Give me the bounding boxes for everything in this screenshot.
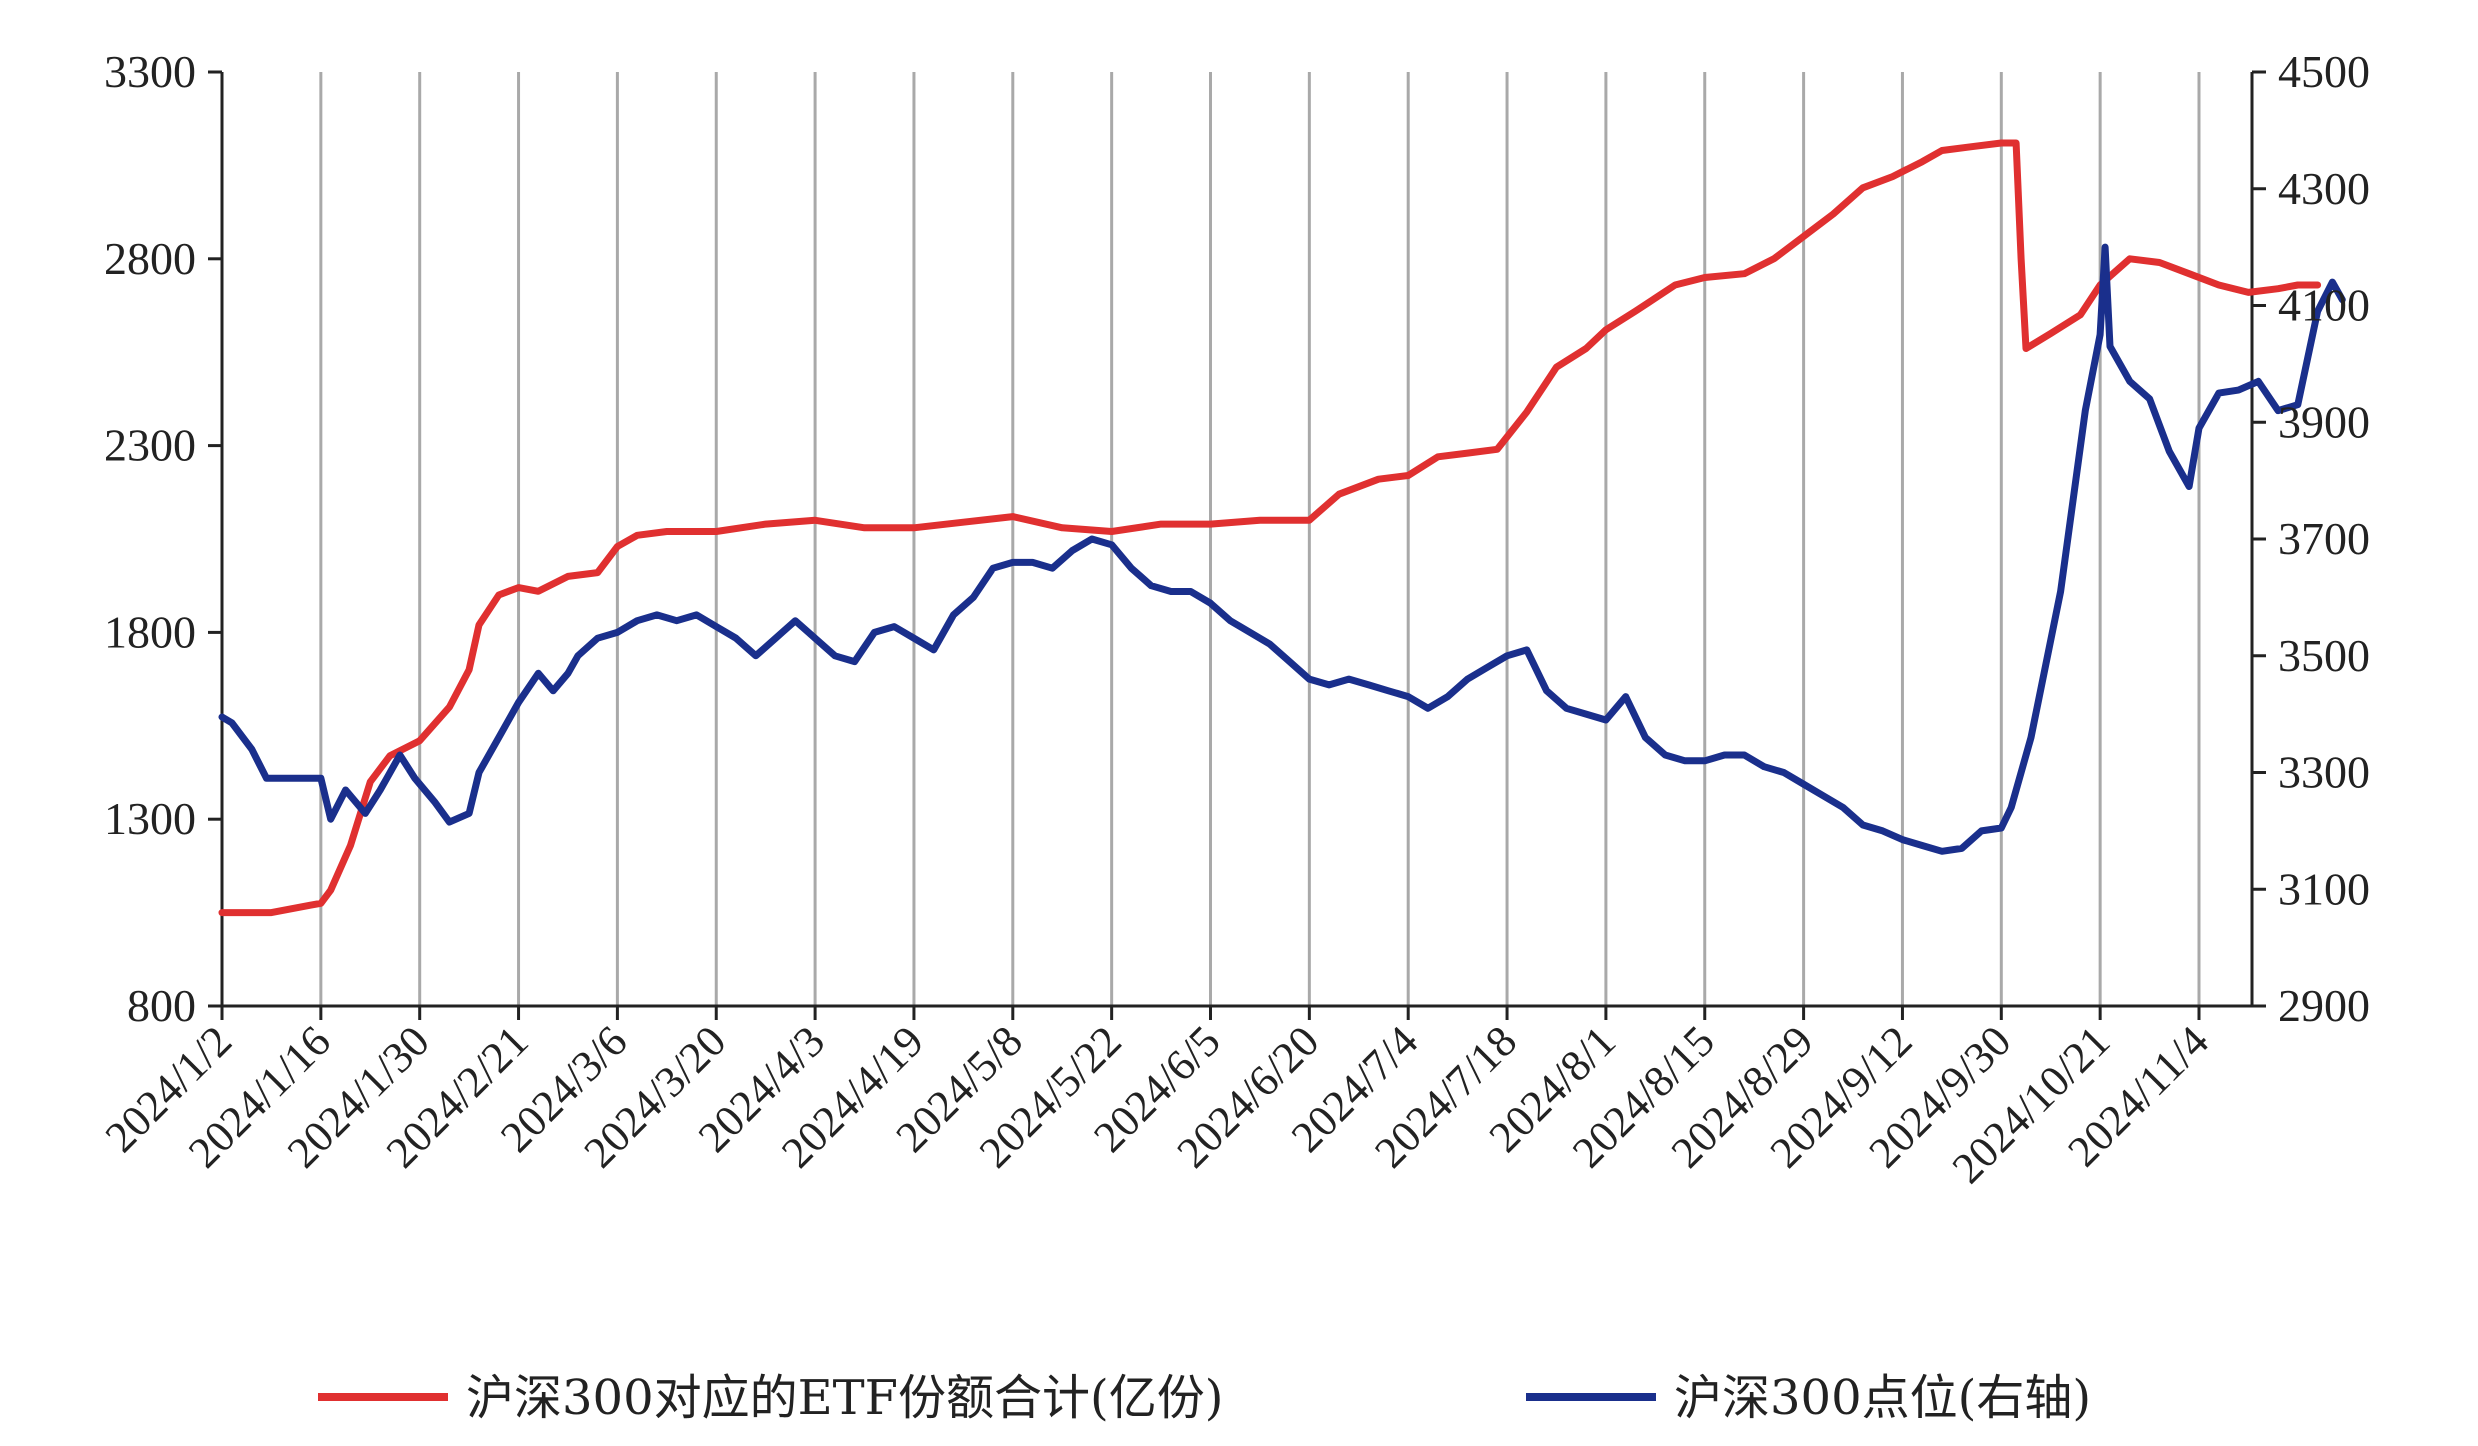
legend: 沪深300对应的ETF份额合计(亿份) 沪深300点位(右轴) bbox=[318, 1370, 2091, 1426]
left-tick-label: 3300 bbox=[104, 46, 196, 97]
series-line-etf-shares bbox=[218, 139, 2322, 917]
right-tick-label: 3100 bbox=[2278, 863, 2370, 914]
series-lines bbox=[218, 139, 2346, 917]
x-axis-date-labels: 2024/1/22024/1/162024/1/302024/2/212024/… bbox=[96, 1016, 2218, 1192]
right-tick-label: 3300 bbox=[2278, 747, 2370, 798]
right-tick-label: 3500 bbox=[2278, 630, 2370, 681]
right-axis-tick-labels: 2900 3100 3300 3500 3700 3900 4100 4300 4500 bbox=[2278, 46, 2370, 1031]
left-tick-label: 800 bbox=[127, 980, 196, 1031]
vertical-gridlines bbox=[319, 72, 2201, 1006]
left-tick-label: 1300 bbox=[104, 793, 196, 844]
legend-label-etf-shares: 沪深300对应的ETF份额合计(亿份) bbox=[466, 1370, 1223, 1426]
left-axis-tick-labels: 800 1300 1800 2300 2800 3300 bbox=[104, 46, 196, 1031]
right-tick-label: 4500 bbox=[2278, 46, 2370, 97]
right-tick-label: 3700 bbox=[2278, 513, 2370, 564]
right-tick-label: 4300 bbox=[2278, 163, 2370, 214]
right-tick-label: 4100 bbox=[2278, 280, 2370, 331]
series-line-csi300-index bbox=[218, 243, 2346, 855]
left-tick-label: 1800 bbox=[104, 606, 196, 657]
left-tick-label: 2300 bbox=[104, 420, 196, 471]
axes bbox=[208, 70, 2266, 1020]
right-tick-label: 2900 bbox=[2278, 980, 2370, 1031]
right-tick-label: 3900 bbox=[2278, 396, 2370, 447]
left-tick-label: 2800 bbox=[104, 233, 196, 284]
legend-label-csi300-index: 沪深300点位(右轴) bbox=[1674, 1370, 2091, 1426]
